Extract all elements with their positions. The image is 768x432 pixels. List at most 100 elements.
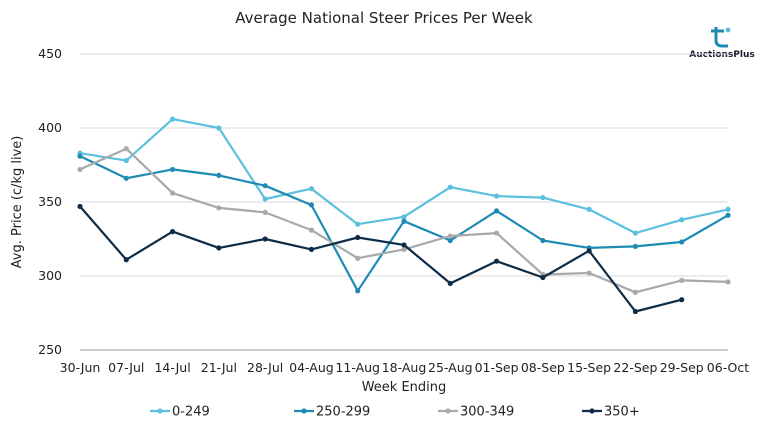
y-tick-label: 400	[38, 120, 62, 135]
x-tick-label: 04-Aug	[289, 360, 334, 375]
data-point	[679, 217, 685, 223]
data-point	[447, 280, 453, 286]
legend-marker	[157, 408, 163, 414]
data-point	[540, 237, 546, 244]
series-300-349	[77, 146, 731, 295]
legend-item: 300-349	[438, 405, 514, 420]
data-point	[401, 218, 407, 224]
data-point	[401, 242, 407, 248]
y-tick-label: 300	[38, 268, 62, 283]
data-point	[447, 233, 453, 239]
data-point	[586, 248, 592, 254]
data-point	[77, 153, 83, 159]
x-axis-label: Week Ending	[362, 380, 447, 395]
x-tick-label: 22-Sep	[613, 360, 657, 375]
data-point	[493, 208, 500, 214]
x-tick-label: 21-Jul	[201, 360, 237, 375]
legend-item: 0-249	[150, 405, 210, 420]
data-point	[540, 274, 546, 281]
x-tick-label: 01-Sep	[475, 360, 519, 375]
data-point	[493, 193, 500, 199]
data-point	[355, 221, 361, 227]
data-point	[401, 246, 407, 252]
x-tick-label: 06-Oct	[707, 360, 749, 375]
data-point	[725, 212, 731, 218]
data-point	[355, 255, 361, 261]
data-point	[169, 190, 176, 196]
legend-item: 350+	[582, 405, 640, 420]
data-point	[679, 297, 685, 303]
y-tick-label: 350	[38, 194, 62, 209]
data-point	[216, 125, 222, 131]
data-point	[308, 202, 315, 208]
data-point	[262, 196, 268, 202]
y-axis-ticks: 250 300 350 400 450	[38, 46, 62, 357]
x-tick-label: 08-Sep	[521, 360, 565, 375]
data-point	[77, 203, 83, 210]
legend-label: 0-249	[172, 405, 210, 420]
brand-logo: AuctionsPlus	[689, 27, 755, 60]
data-point	[216, 172, 222, 178]
legend-marker	[301, 408, 307, 414]
data-point	[123, 175, 129, 181]
data-point	[632, 243, 639, 249]
data-point	[262, 183, 268, 189]
data-point	[169, 229, 176, 235]
data-point	[123, 257, 129, 263]
data-point	[632, 289, 639, 295]
data-point	[355, 288, 361, 294]
data-point	[355, 234, 361, 241]
x-tick-label: 15-Sep	[567, 360, 611, 375]
x-tick-label: 25-Aug	[428, 360, 473, 375]
series-line	[79, 205, 682, 313]
y-tick-label: 450	[38, 46, 62, 61]
data-point	[679, 277, 685, 284]
legend-label: 300-349	[460, 405, 514, 420]
data-point	[725, 279, 731, 285]
chart-title: Average National Steer Prices Per Week	[235, 9, 533, 27]
legend-item: 250-299	[294, 405, 370, 420]
data-point	[447, 184, 453, 190]
legend-marker	[589, 408, 595, 414]
series-lines	[77, 116, 731, 315]
data-point	[540, 194, 546, 201]
data-point	[123, 157, 129, 164]
x-tick-label: 14-Jul	[154, 360, 190, 375]
x-axis-ticks: 30-Jun 07-Jul 14-Jul 21-Jul 28-Jul 04-Aug 11-A…	[60, 360, 750, 375]
data-point	[308, 246, 315, 252]
data-point	[725, 206, 731, 212]
series-350+	[77, 203, 685, 315]
data-point	[308, 227, 315, 233]
x-tick-label: 11-Aug	[335, 360, 380, 375]
gridlines	[80, 53, 728, 277]
legend-marker	[445, 408, 451, 414]
data-point	[169, 166, 176, 173]
legend-label: 250-299	[316, 405, 370, 420]
auctionsplus-logo-icon	[711, 27, 731, 48]
logo-text: AuctionsPlus	[689, 50, 755, 60]
x-tick-label: 07-Jul	[108, 360, 144, 375]
legend: 0-249 250-299 300-349 350+	[150, 405, 640, 420]
data-point	[586, 270, 592, 276]
legend-label: 350+	[604, 405, 640, 420]
series-0-249	[77, 116, 731, 236]
data-point	[586, 206, 592, 212]
data-point	[216, 205, 222, 211]
data-point	[308, 186, 315, 192]
data-point	[77, 166, 83, 173]
x-tick-label: 30-Jun	[60, 360, 101, 375]
data-point	[262, 209, 268, 215]
data-point	[679, 239, 685, 245]
x-tick-label: 18-Aug	[382, 360, 427, 375]
data-point	[262, 236, 268, 242]
data-point	[493, 230, 500, 236]
y-tick-label: 250	[38, 342, 62, 357]
y-axis-label: Avg. Price (c/kg live)	[10, 136, 25, 269]
data-point	[447, 237, 453, 244]
data-point	[216, 245, 222, 251]
x-tick-label: 28-Jul	[247, 360, 283, 375]
data-point	[632, 308, 639, 315]
series-250-299	[77, 153, 731, 294]
data-point	[493, 258, 500, 264]
